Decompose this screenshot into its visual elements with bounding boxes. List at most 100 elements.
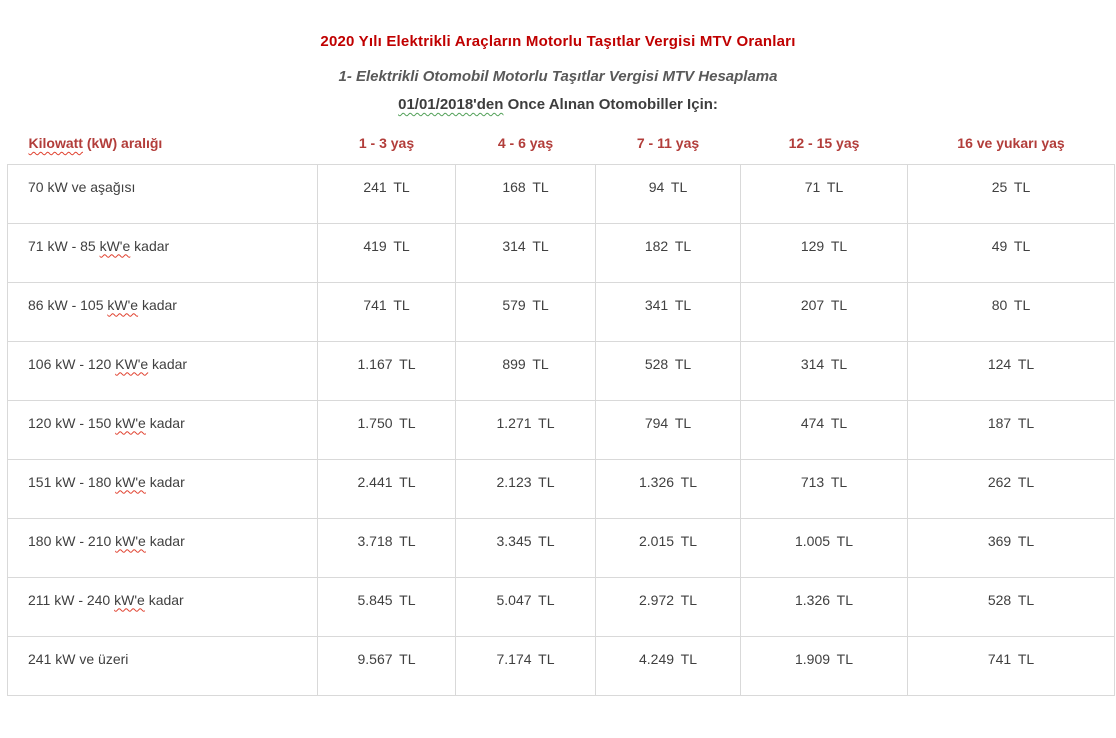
- kw-range-text: kadar: [138, 296, 177, 313]
- tax-value-cell: 80 TL: [907, 281, 1115, 342]
- kw-word-misspelled: kW'e: [107, 296, 139, 313]
- tax-value-cell: 124 TL: [907, 340, 1115, 401]
- table-row: 120 kW - 150 kW'e kadar 1.750 TL 1.271 TL 7…: [7, 399, 1115, 460]
- tax-value-cell: 713 TL: [740, 458, 908, 519]
- kw-range-text: 106 kW - 120: [28, 355, 116, 372]
- table-row: 180 kW - 210 kW'e kadar 3.718 TL 3.345 TL 2…: [7, 517, 1115, 578]
- kw-range-text: kadar: [144, 591, 184, 608]
- column-header-age-12-15: 12 - 15 yaş: [788, 134, 860, 151]
- tax-value-cell: 1.005 TL: [740, 517, 908, 578]
- tax-value-cell: 341 TL: [595, 281, 741, 342]
- tax-value-cell: 5.047 TL: [455, 576, 596, 637]
- tax-value-cell: 168 TL: [455, 163, 596, 224]
- tax-value-cell: 2.972 TL: [595, 576, 741, 637]
- table-header-row: Kilowatt (kW) aralığı 1 - 3 yaş 4 - 6 ya…: [8, 122, 1115, 164]
- kw-range-cell: 120 kW - 150 kW'e kadar: [7, 399, 318, 460]
- tax-value-cell: 419 TL: [317, 222, 456, 283]
- table-row: 241 kW ve üzeri 9.567 TL 7.174 TL 4.249 TL 1…: [7, 635, 1115, 696]
- column-header-age-1-3: 1 - 3 yaş: [358, 134, 415, 151]
- kw-range-cell: 71 kW - 85 kW'e kadar: [7, 222, 318, 283]
- tax-value-cell: 528 TL: [907, 576, 1115, 637]
- kw-range-text: kadar: [130, 237, 170, 254]
- kw-range-cell: 151 kW - 180 kW'e kadar: [7, 458, 318, 519]
- tax-value-cell: 187 TL: [907, 399, 1115, 460]
- page-subtitle: 1- Elektrikli Otomobil Motorlu Taşıtlar …: [338, 68, 778, 85]
- table-row: 86 kW - 105 kW'e kadar 741 TL 579 TL 341 TL…: [7, 281, 1115, 342]
- kw-range-text: 211 kW - 240: [28, 591, 115, 608]
- tax-value-cell: 369 TL: [907, 517, 1115, 578]
- kw-range-label-rest: (kW) aralığı: [82, 134, 163, 151]
- tax-value-cell: 1.167 TL: [317, 340, 456, 401]
- kw-range-cell: 211 kW - 240 kW'e kadar: [7, 576, 318, 637]
- section-heading-date: 01/01/2018'den: [398, 96, 504, 113]
- tax-value-cell: 2.015 TL: [595, 517, 741, 578]
- kw-word-misspelled: kW'e: [115, 473, 146, 490]
- table-row: 106 kW - 120 KW'e kadar 1.167 TL 899 TL 528…: [7, 340, 1115, 401]
- kw-word-misspelled: kW'e: [114, 591, 145, 608]
- tax-value-cell: 2.123 TL: [455, 458, 596, 519]
- kw-range-text: 120 kW - 150: [28, 414, 116, 431]
- table-row: 151 kW - 180 kW'e kadar 2.441 TL 2.123 TL 1…: [7, 458, 1115, 519]
- kw-word-misspelled: kW'e: [115, 532, 146, 549]
- kw-range-text: kadar: [145, 473, 185, 490]
- tax-value-cell: 207 TL: [740, 281, 908, 342]
- tax-value-cell: 794 TL: [595, 399, 741, 460]
- tax-value-cell: 25 TL: [907, 163, 1115, 224]
- kw-range-text: kadar: [148, 355, 188, 372]
- kw-word-misspelled: KW'e: [115, 355, 149, 372]
- kw-range-cell: 241 kW ve üzeri: [7, 635, 318, 696]
- tax-value-cell: 528 TL: [595, 340, 741, 401]
- kw-range-text: 86 kW - 105: [28, 296, 108, 313]
- tax-value-cell: 129 TL: [740, 222, 908, 283]
- tax-value-cell: 71 TL: [740, 163, 908, 224]
- kw-range-text: 71 kW - 85: [28, 237, 100, 254]
- tax-value-cell: 4.249 TL: [595, 635, 741, 696]
- kw-range-text: kadar: [145, 414, 185, 431]
- tax-value-cell: 1.271 TL: [455, 399, 596, 460]
- column-header-age-16-plus: 16 ve yukarı yaş: [957, 134, 1065, 151]
- mtv-rate-table: Kilowatt (kW) aralığı 1 - 3 yaş 4 - 6 ya…: [7, 122, 1115, 696]
- tax-value-cell: 9.567 TL: [317, 635, 456, 696]
- tax-value-cell: 262 TL: [907, 458, 1115, 519]
- tax-value-cell: 899 TL: [455, 340, 596, 401]
- kw-range-text: 241 kW ve üzeri: [28, 650, 129, 667]
- tax-table-body: 70 kW ve aşağısı 241 TL 168 TL 94 TL 71 TL 25…: [7, 163, 1115, 696]
- section-heading: 01/01/2018'den Once Alınan Otomobiller I…: [0, 96, 1116, 113]
- kilowatt-word: Kilowatt: [28, 134, 83, 151]
- kw-range-cell: 180 kW - 210 kW'e kadar: [7, 517, 318, 578]
- tax-value-cell: 2.441 TL: [317, 458, 456, 519]
- tax-value-cell: 182 TL: [595, 222, 741, 283]
- column-header-age-7-11: 7 - 11 yaş: [636, 134, 700, 151]
- tax-value-cell: 474 TL: [740, 399, 908, 460]
- tax-value-cell: 3.718 TL: [317, 517, 456, 578]
- kw-range-cell: 86 kW - 105 kW'e kadar: [7, 281, 318, 342]
- tax-value-cell: 94 TL: [595, 163, 741, 224]
- tax-value-cell: 741 TL: [907, 635, 1115, 696]
- page-title: 2020 Yılı Elektrikli Araçların Motorlu T…: [320, 33, 796, 50]
- kw-range-text: 180 kW - 210: [28, 532, 116, 549]
- kw-range-text: kadar: [145, 532, 185, 549]
- tax-value-cell: 1.326 TL: [595, 458, 741, 519]
- kw-range-text: 70 kW ve aşağısı: [28, 178, 136, 195]
- table-row: 71 kW - 85 kW'e kadar 419 TL 314 TL 182 TL 1…: [7, 222, 1115, 283]
- tax-value-cell: 5.845 TL: [317, 576, 456, 637]
- table-row: 70 kW ve aşağısı 241 TL 168 TL 94 TL 71 TL 25…: [7, 163, 1115, 224]
- kw-range-text: 151 kW - 180: [28, 473, 116, 490]
- kw-word-misspelled: kW'e: [115, 414, 146, 431]
- kw-range-cell: 106 kW - 120 KW'e kadar: [7, 340, 318, 401]
- kw-word-misspelled: kW'e: [99, 237, 131, 254]
- tax-value-cell: 1.326 TL: [740, 576, 908, 637]
- tax-value-cell: 49 TL: [907, 222, 1115, 283]
- column-header-age-4-6: 4 - 6 yaş: [497, 134, 554, 151]
- tax-value-cell: 314 TL: [740, 340, 908, 401]
- table-row: 211 kW - 240 kW'e kadar 5.845 TL 5.047 TL 2…: [7, 576, 1115, 637]
- column-header-kw-range: Kilowatt (kW) aralığı: [8, 122, 318, 164]
- section-heading-rest: Once Alınan Otomobiller Için:: [503, 96, 718, 113]
- tax-value-cell: 7.174 TL: [455, 635, 596, 696]
- tax-value-cell: 1.909 TL: [740, 635, 908, 696]
- tax-value-cell: 1.750 TL: [317, 399, 456, 460]
- tax-value-cell: 3.345 TL: [455, 517, 596, 578]
- tax-value-cell: 741 TL: [317, 281, 456, 342]
- tax-value-cell: 579 TL: [455, 281, 596, 342]
- tax-value-cell: 241 TL: [317, 163, 456, 224]
